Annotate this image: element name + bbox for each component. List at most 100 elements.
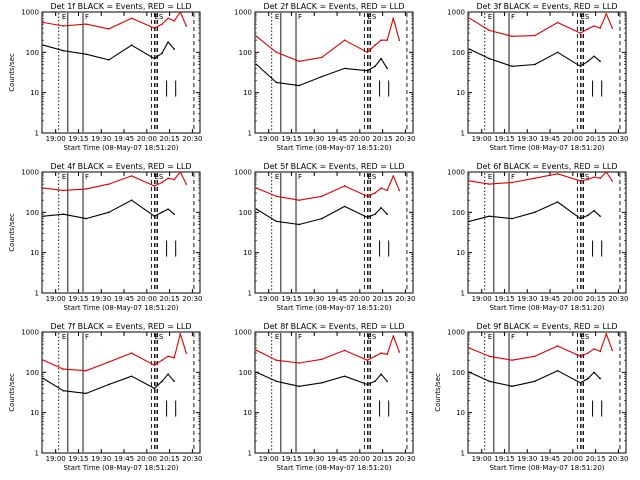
detector-panel-3: Det 3f BLACK = Events, RED = LLD 1 10 100 10… xyxy=(426,0,639,160)
y-tick-label: 1000 xyxy=(21,9,39,17)
lld-data-point xyxy=(611,349,614,352)
lld-data-point xyxy=(62,189,65,192)
x-tick-label: 19:45 xyxy=(114,135,134,143)
lld-data-point xyxy=(534,34,536,37)
y-tick-label: 10 xyxy=(30,89,39,97)
chart-svg: Det 1f BLACK = Events, RED = LLD 1 10 100 10… xyxy=(8,2,202,152)
events-data-point xyxy=(42,377,45,380)
events-data-point xyxy=(343,375,346,378)
x-tick-label: 20:15 xyxy=(160,295,180,303)
marker-label-E: E xyxy=(488,333,492,341)
events-data-point xyxy=(587,377,589,380)
events-data-point xyxy=(275,220,278,223)
detector-panel-4: Det 4f BLACK = Events, RED = LLD 1 10 100 10… xyxy=(0,160,213,320)
events-data-point xyxy=(108,59,110,61)
marker-label-E: E xyxy=(488,13,492,21)
y-tick-label: 100 xyxy=(26,49,39,57)
x-tick-label: 19:00 xyxy=(259,295,279,303)
y-tick-label: 1 xyxy=(248,290,252,298)
marker-label-ES: ES xyxy=(154,333,163,341)
lld-data-point xyxy=(173,20,175,22)
events-data-point xyxy=(468,48,471,50)
x-tick-label: 19:30 xyxy=(304,455,324,463)
y-tick-label: 100 xyxy=(26,369,39,377)
x-tick-label: 19:45 xyxy=(540,135,560,143)
x-tick-label: 19:30 xyxy=(91,295,111,303)
lld-data-point xyxy=(380,352,382,354)
events-data-point xyxy=(380,57,382,60)
x-axis-label: Start Time (08-May-07 18:51:20) xyxy=(489,304,604,312)
plot-frame xyxy=(467,171,627,294)
events-data-point xyxy=(321,382,323,384)
events-data-point xyxy=(343,67,346,70)
marker-label-F: F xyxy=(511,13,515,21)
marker-label-E: E xyxy=(275,333,279,341)
events-data-point xyxy=(579,382,582,384)
x-tick-label: 20:15 xyxy=(373,135,393,143)
events-data-point xyxy=(488,215,491,218)
y-tick-label: 100 xyxy=(26,209,39,217)
marker-label-ES: ES xyxy=(580,333,589,341)
x-tick-label: 19:00 xyxy=(46,295,66,303)
x-axis-label: Start Time (08-May-07 18:51:20) xyxy=(276,304,391,312)
x-tick-label: 20:15 xyxy=(160,455,180,463)
chart-title: Det 4f BLACK = Events, RED = LLD xyxy=(50,162,191,171)
x-tick-label: 20:30 xyxy=(395,295,415,303)
y-tick-label: 1 xyxy=(248,450,252,458)
events-data-point xyxy=(85,53,87,55)
x-tick-label: 20:30 xyxy=(182,295,202,303)
events-data-point xyxy=(321,217,323,220)
lld-data-point xyxy=(173,178,175,181)
x-axis-label: Start Time (08-May-07 18:51:20) xyxy=(276,464,391,472)
events-data-point xyxy=(62,49,65,52)
x-tick-label: 19:45 xyxy=(540,455,560,463)
lld-data-point xyxy=(173,356,175,359)
lld-data-point xyxy=(179,171,182,173)
x-tick-label: 19:15 xyxy=(68,135,88,143)
lld-data-point xyxy=(185,25,188,27)
lld-data-point xyxy=(468,180,471,182)
lld-data-point xyxy=(321,358,323,361)
detector-panel-8: Det 8f BLACK = Events, RED = LLD 1 10 100 10… xyxy=(213,320,426,480)
lld-data-point xyxy=(343,185,346,187)
lld-data-point xyxy=(386,189,388,192)
lld-data-point xyxy=(386,39,388,41)
lld-data-point xyxy=(556,21,559,24)
plot-frame xyxy=(467,331,627,454)
lld-data-point xyxy=(275,195,278,198)
x-tick-label: 20:00 xyxy=(563,455,583,463)
x-tick-label: 19:45 xyxy=(327,455,347,463)
lld-data-point xyxy=(275,359,278,361)
lld-data-point xyxy=(511,35,513,38)
x-tick-label: 20:00 xyxy=(137,455,157,463)
events-data-point xyxy=(161,380,163,383)
x-tick-label: 19:30 xyxy=(304,135,324,143)
lld-data-point xyxy=(468,17,471,20)
lld-data-point xyxy=(343,349,346,352)
events-data-point xyxy=(161,211,163,214)
x-tick-label: 20:30 xyxy=(395,455,415,463)
y-tick-label: 1000 xyxy=(447,329,465,337)
lld-data-point xyxy=(605,13,608,15)
lld-data-point xyxy=(579,180,582,182)
x-tick-label: 19:00 xyxy=(472,135,492,143)
events-data-point xyxy=(374,380,376,383)
x-tick-label: 20:00 xyxy=(563,295,583,303)
lld-data-point xyxy=(161,359,163,361)
y-tick-label: 1000 xyxy=(234,329,252,337)
detector-panel-2: Det 2f BLACK = Events, RED = LLD 1 10 100 10… xyxy=(213,0,426,160)
chart-svg: Det 8f BLACK = Events, RED = LLD 1 10 100 10… xyxy=(234,322,415,472)
x-tick-label: 19:00 xyxy=(46,455,66,463)
x-axis-label: Start Time (08-May-07 18:51:20) xyxy=(63,464,178,472)
x-axis-label: Start Time (08-May-07 18:51:20) xyxy=(489,464,604,472)
y-tick-label: 1 xyxy=(461,130,465,138)
chart-svg: Det 9f BLACK = Events, RED = LLD 1 10 100 10… xyxy=(434,322,628,472)
chart-svg: Det 2f BLACK = Events, RED = LLD 1 10 100 10… xyxy=(234,2,415,152)
detector-panel-9: Det 9f BLACK = Events, RED = LLD 1 10 100 10… xyxy=(426,320,639,480)
lld-data-point xyxy=(392,175,395,177)
chart-svg: Det 7f BLACK = Events, RED = LLD 1 10 100 10… xyxy=(8,322,202,472)
y-tick-label: 100 xyxy=(452,369,465,377)
lld-data-point xyxy=(85,188,87,190)
marker-label-ES: ES xyxy=(154,173,163,181)
